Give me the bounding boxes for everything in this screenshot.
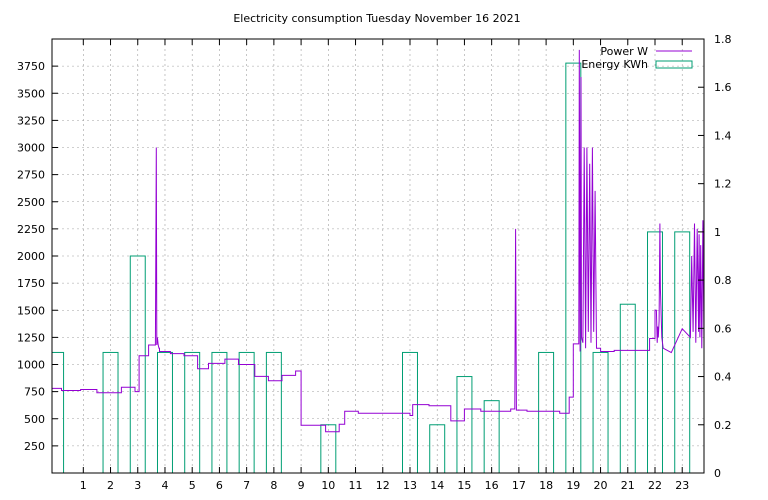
y2-tick-label: 1.2 [714,178,732,191]
x-tick-label: 3 [134,479,141,492]
x-tick-label: 13 [403,479,417,492]
y2-tick-label: 1 [714,226,721,239]
y2-tick-label: 1.8 [714,33,732,46]
power-line [52,49,705,433]
x-tick-label: 2 [107,479,114,492]
x-tick-label: 4 [161,479,168,492]
y2-tick-label: 0.2 [714,419,732,432]
x-tick-label: 18 [539,479,553,492]
x-tick-label: 8 [270,479,277,492]
legend-label-power: Power W [600,45,648,58]
x-tick-label: 5 [189,479,196,492]
power-series [52,49,705,433]
legend: Power W Energy KWh [581,45,693,71]
x-tick-label: 19 [566,479,580,492]
y-tick-label: 2000 [17,250,45,263]
y-tick-label: 3000 [17,142,45,155]
y2-tick-label: 0.8 [714,274,732,287]
x-tick-label: 22 [648,479,662,492]
legend-label-energy: Energy KWh [581,58,648,71]
x-tick-label: 14 [430,479,444,492]
y-tick-label: 2750 [17,169,45,182]
x-tick-label: 21 [621,479,635,492]
chart-title: Electricity consumption Tuesday November… [233,12,520,25]
y-tick-label: 1500 [17,304,45,317]
y-tick-label: 500 [24,413,45,426]
y-tick-label: 3500 [17,87,45,100]
x-tick-label: 15 [457,479,471,492]
x-tick-label: 7 [243,479,250,492]
x-tick-label: 9 [298,479,305,492]
x-tick-label: 23 [675,479,689,492]
x-tick-label: 17 [512,479,526,492]
grid [52,39,704,473]
y-tick-label: 2500 [17,196,45,209]
y-tick-label: 1750 [17,277,45,290]
y-tick-label: 1000 [17,359,45,372]
x-tick-label: 10 [321,479,335,492]
legend-swatch-energy [655,60,693,69]
axes: 1 2 3 4 5 6 7 8 9 10 11 12 13 14 15 16 17 18 19 20 21 22 23250… [17,33,732,492]
y-tick-label: 3250 [17,114,45,127]
y-tick-label: 750 [24,386,45,399]
plot-frame [51,38,705,474]
y2-tick-label: 0.6 [714,322,732,335]
y2-tick-label: 1.6 [714,81,732,94]
y2-tick-label: 1.4 [714,129,732,142]
y-tick-label: 1250 [17,331,45,344]
y2-tick-label: 0.4 [714,371,732,384]
y2-tick-label: 0 [714,467,721,480]
x-tick-label: 1 [80,479,87,492]
x-tick-label: 20 [594,479,608,492]
y-tick-label: 2250 [17,223,45,236]
x-tick-label: 12 [376,479,390,492]
x-tick-label: 6 [216,479,223,492]
x-tick-label: 11 [349,479,363,492]
y-tick-label: 250 [24,440,45,453]
x-tick-label: 16 [485,479,499,492]
y-tick-label: 3750 [17,60,45,73]
